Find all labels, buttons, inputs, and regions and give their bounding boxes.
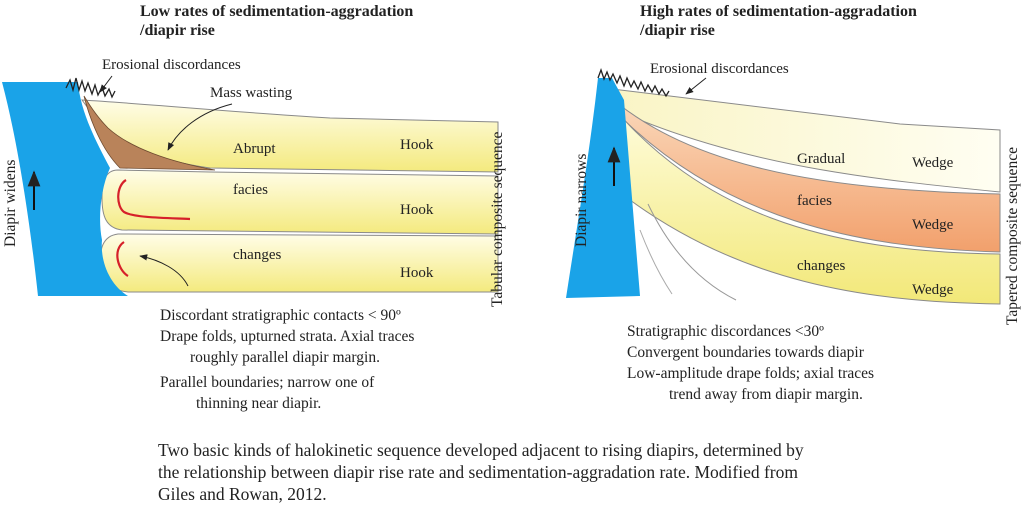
left-note-1: Discordant stratigraphic contacts < 90º bbox=[160, 307, 401, 324]
left-erosional-label: Erosional discordances bbox=[102, 57, 241, 73]
gradual-label: Gradual bbox=[797, 151, 846, 167]
left-erosion-pointer bbox=[99, 75, 113, 93]
diapir-widens-label: Diapir widens bbox=[2, 159, 19, 247]
right-note-1: Stratigraphic discordances <30º bbox=[627, 323, 824, 340]
hook-label-1: Hook bbox=[400, 137, 434, 153]
caption-line-1: Two basic kinds of halokinetic sequence … bbox=[158, 440, 804, 460]
left-erosion-squiggle bbox=[65, 77, 116, 99]
right-note-2: Convergent boundaries towards diapir bbox=[627, 344, 864, 361]
tabular-sequence-label: Tabular composite sequence bbox=[489, 131, 506, 307]
right-erosion-pointer bbox=[685, 77, 707, 95]
mass-wasting-wedge bbox=[83, 95, 216, 171]
right-facies-label: facies bbox=[797, 193, 832, 209]
hook-label-2: Hook bbox=[400, 202, 434, 218]
right-fan-line-1 bbox=[647, 203, 737, 301]
left-title-line2: /diapir rise bbox=[140, 22, 215, 39]
right-fan-line-2 bbox=[639, 229, 673, 295]
right-erosional-label: Erosional discordances bbox=[650, 61, 789, 77]
tapered-sequence-label: Tapered composite sequence bbox=[1004, 147, 1021, 325]
right-diapir bbox=[566, 78, 640, 298]
right-changes-label: changes bbox=[797, 258, 846, 274]
wedge-label-2: Wedge bbox=[912, 217, 954, 233]
diapir-narrows-label: Diapir narrows bbox=[573, 153, 590, 247]
left-title-line1: Low rates of sedimentation-aggradation bbox=[140, 3, 414, 20]
left-strata bbox=[2, 82, 499, 296]
left-note-2: Drape folds, upturned strata. Axial trac… bbox=[160, 328, 415, 345]
right-orange-layer bbox=[603, 91, 1001, 253]
mass-wasting-label: Mass wasting bbox=[210, 85, 293, 101]
mass-wasting-pointer bbox=[167, 103, 233, 151]
wedge-label-1: Wedge bbox=[912, 155, 954, 171]
right-strata bbox=[566, 78, 1001, 305]
left-facies-label: facies bbox=[233, 182, 268, 198]
left-note-5: thinning near diapir. bbox=[196, 395, 322, 412]
right-title-line2: /diapir rise bbox=[640, 22, 715, 39]
left-fold-trace-upper bbox=[117, 179, 191, 221]
caption-line-2: the relationship between diapir rise rat… bbox=[158, 462, 798, 482]
discordant-pointer bbox=[139, 254, 189, 287]
right-note-4: trend away from diapir margin. bbox=[669, 386, 863, 403]
left-note-3: roughly parallel diapir margin. bbox=[190, 349, 380, 366]
right-erosion-squiggle bbox=[597, 68, 670, 98]
left-fold-trace-lower bbox=[116, 241, 129, 277]
left-note-4: Parallel boundaries; narrow one of bbox=[160, 374, 375, 391]
right-title-line1: High rates of sedimentation-aggradation bbox=[640, 3, 917, 20]
left-bottom-layer bbox=[99, 233, 499, 293]
caption-line-3: Giles and Rowan, 2012. bbox=[158, 484, 327, 504]
left-middle-layer bbox=[101, 169, 499, 235]
right-note-3: Low-amplitude drape folds; axial traces bbox=[627, 365, 875, 382]
hook-label-3: Hook bbox=[400, 265, 434, 281]
left-diapir bbox=[2, 82, 128, 296]
wedge-label-3: Wedge bbox=[912, 282, 954, 298]
left-changes-label: changes bbox=[233, 247, 282, 263]
abrupt-label: Abrupt bbox=[233, 141, 276, 157]
